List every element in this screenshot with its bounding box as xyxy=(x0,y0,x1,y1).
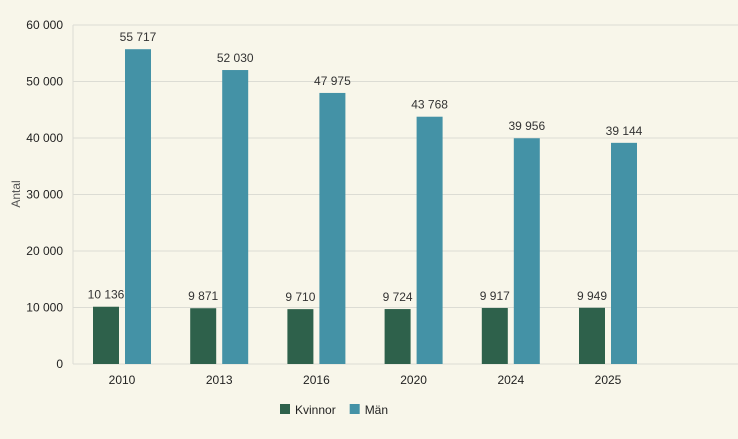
legend-swatch xyxy=(349,404,360,414)
x-tick-label: 2010 xyxy=(109,373,136,387)
data-label: 9 871 xyxy=(188,289,218,303)
bar-kvinnor-2013 xyxy=(190,308,217,364)
x-tick-label: 2016 xyxy=(303,373,330,387)
data-label: 10 136 xyxy=(88,288,125,302)
data-label: 39 144 xyxy=(606,124,643,138)
data-label: 55 717 xyxy=(120,30,157,44)
y-tick-label: 30 000 xyxy=(26,188,63,202)
bar-kvinnor-2010 xyxy=(93,306,119,364)
x-tick-label: 2024 xyxy=(497,373,524,387)
data-label: 52 030 xyxy=(217,51,254,65)
bar-män-2020 xyxy=(416,116,443,364)
bar-kvinnor-2024 xyxy=(481,307,508,364)
legend-label: Män xyxy=(365,403,388,417)
data-label: 9 949 xyxy=(577,289,607,303)
data-label: 9 710 xyxy=(285,290,315,304)
bar-män-2024 xyxy=(513,138,540,364)
data-label: 9 917 xyxy=(480,289,510,303)
data-label: 39 956 xyxy=(508,119,545,133)
y-tick-label: 0 xyxy=(56,357,63,371)
x-tick-label: 2020 xyxy=(400,373,427,387)
bar-kvinnor-2025 xyxy=(579,307,605,364)
y-axis-label: Antal xyxy=(9,180,23,207)
legend-swatch xyxy=(280,404,290,414)
y-tick-label: 10 000 xyxy=(26,301,63,315)
data-label: 47 975 xyxy=(314,74,351,88)
bar-män-2025 xyxy=(611,142,637,364)
y-tick-label: 60 000 xyxy=(26,18,63,32)
data-label: 9 724 xyxy=(383,290,413,304)
y-tick-label: 40 000 xyxy=(26,131,63,145)
legend-label: Kvinnor xyxy=(295,403,336,417)
y-tick-label: 20 000 xyxy=(26,244,63,258)
x-tick-label: 2025 xyxy=(595,373,622,387)
bar-män-2010 xyxy=(125,49,151,365)
y-tick-label: 50 000 xyxy=(26,75,63,89)
bar-kvinnor-2020 xyxy=(384,309,411,364)
bar-män-2013 xyxy=(222,70,249,364)
bar-män-2016 xyxy=(319,92,346,364)
bar-kvinnor-2016 xyxy=(287,309,314,364)
data-label: 43 768 xyxy=(411,98,448,112)
x-tick-label: 2013 xyxy=(206,373,233,387)
